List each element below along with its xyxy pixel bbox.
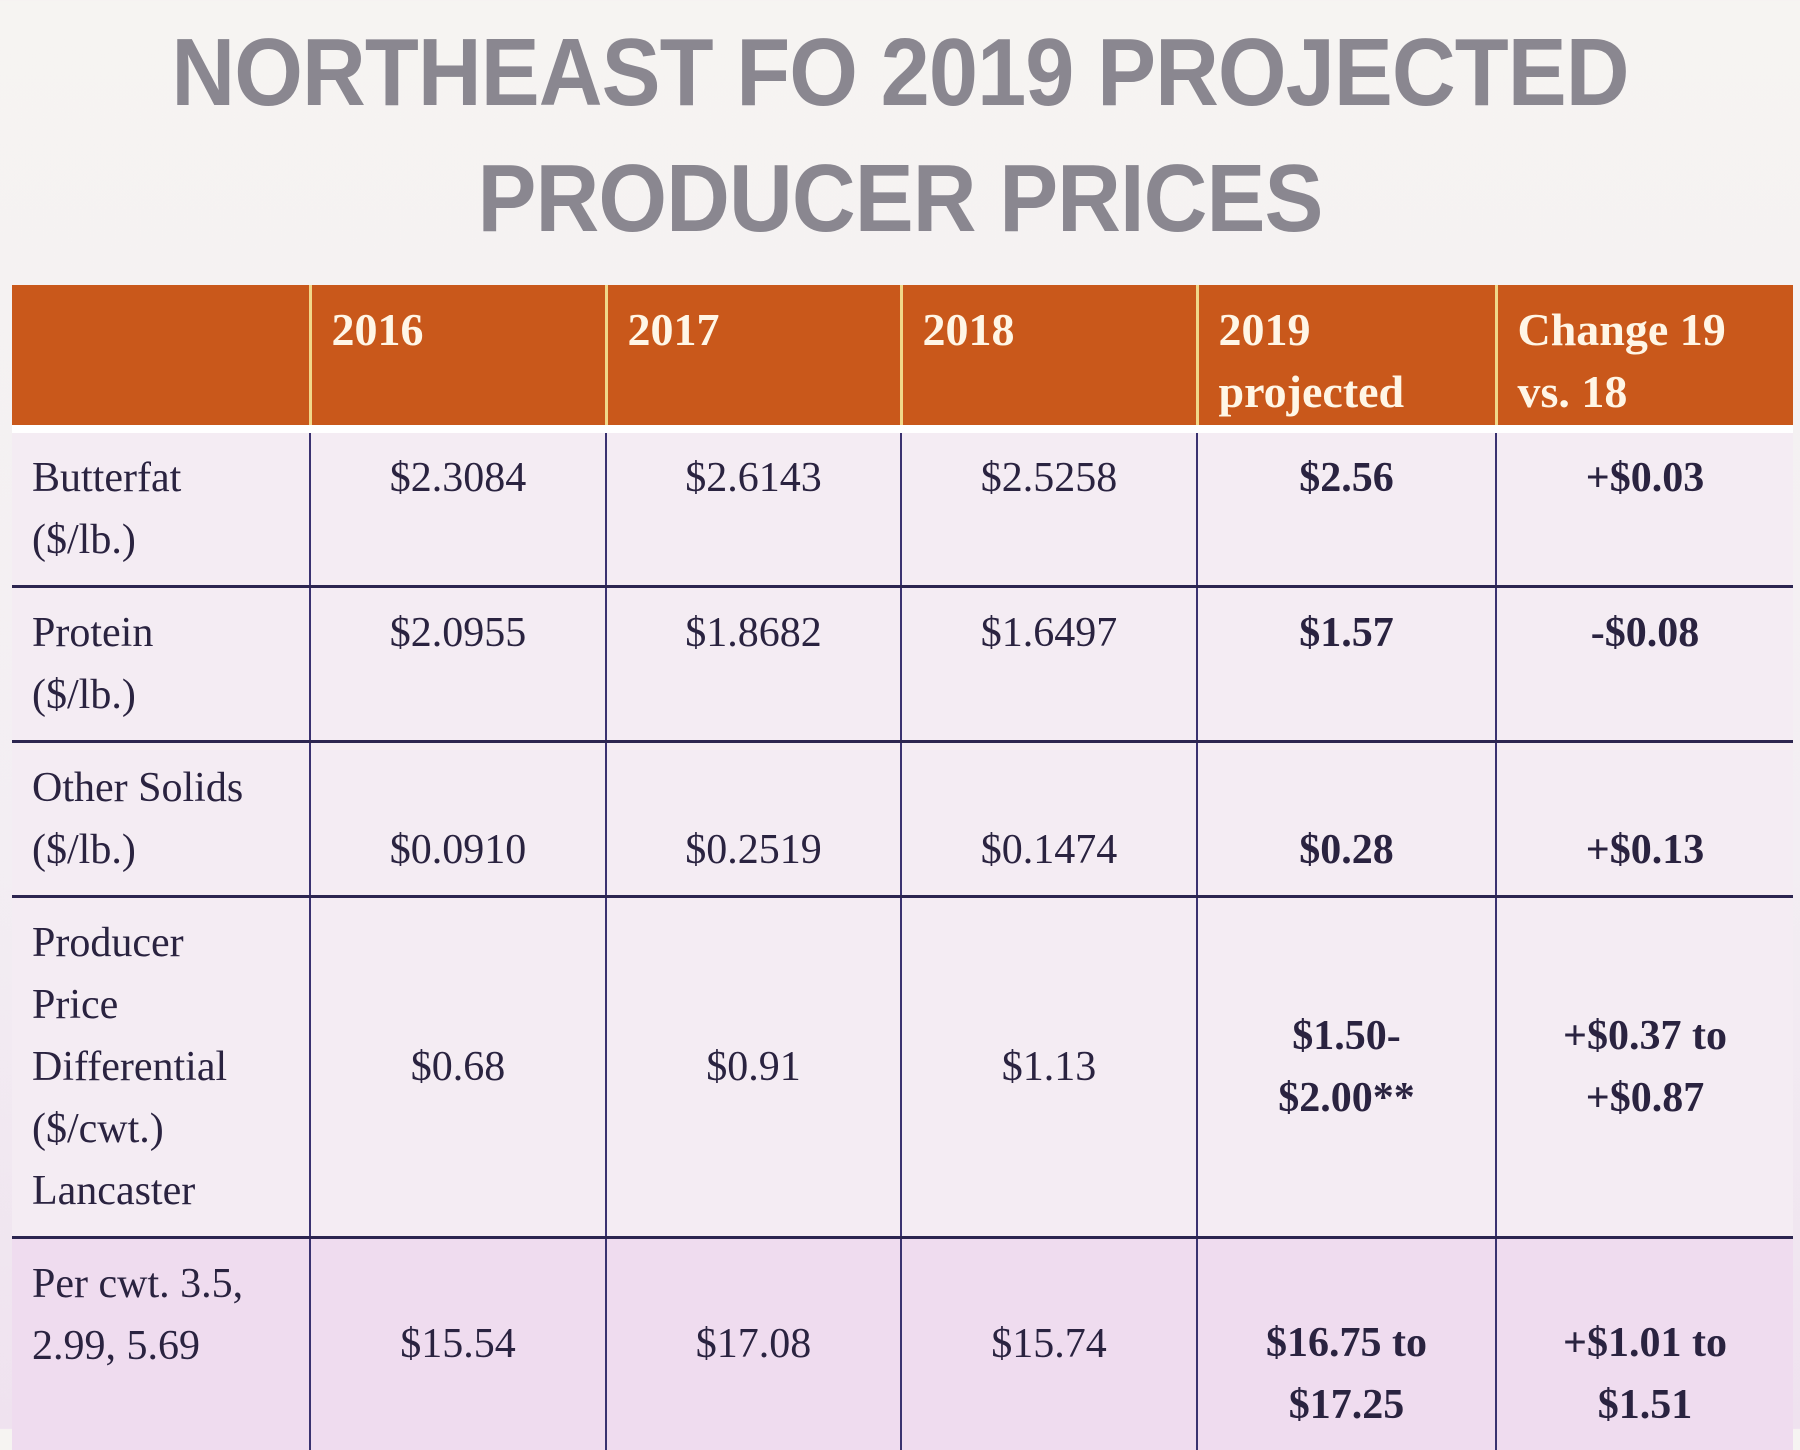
table-row: Per cwt. 3.5, 2.99, 5.69 $15.54 $17.08 $15.7… — [12, 1236, 1793, 1450]
label-line: Differential — [32, 1044, 228, 1090]
row-label: Protein ($/lb.) — [12, 585, 310, 742]
cell-y2019: $1.57 — [1196, 585, 1496, 742]
header-2018: 2018 — [899, 285, 1197, 429]
row-label: Producer Price Differential ($/cwt.) Lancast… — [12, 895, 310, 1238]
header-2019-projected: 2019 projected — [1195, 285, 1496, 429]
cell-text: $1.51 — [1597, 1381, 1693, 1428]
header-2017: 2017 — [604, 285, 901, 429]
cell-y2017: $0.2519 — [605, 740, 901, 897]
cell-text: +$0.87 — [1585, 1075, 1705, 1121]
cell-text: $1.57 — [1299, 610, 1394, 656]
label-line: ($/cwt.) — [32, 1106, 164, 1152]
row-label: Butterfat ($/lb.) — [12, 425, 310, 587]
label-line: Per cwt. 3.5, — [32, 1261, 244, 1307]
label-line: 2.99, 5.69 — [32, 1323, 200, 1369]
cell-text: $2.56 — [1299, 455, 1394, 501]
label-line: Other Solids — [32, 765, 244, 811]
header-change: Change 19 vs. 18 — [1494, 285, 1793, 429]
cell-text: +$0.37 to — [1563, 1013, 1727, 1059]
header-text: Change 19 — [1517, 304, 1726, 355]
label-line: ($/lb.) — [32, 517, 136, 563]
cell-text: $16.75 to — [1266, 1319, 1427, 1366]
cell-y2019: $1.50- $2.00** — [1196, 895, 1496, 1238]
cell-y2017: $2.6143 — [605, 425, 901, 587]
cell-change: -$0.08 — [1495, 585, 1793, 742]
header-text: vs. 18 — [1517, 366, 1628, 417]
table-row: Producer Price Differential ($/cwt.) Lancast… — [12, 895, 1793, 1238]
table-header-row: 2016 2017 2018 2019 projected Change 19 vs… — [12, 285, 1793, 429]
table-row: Protein ($/lb.) $2.0955 $1.8682 $1.6497 $1.57… — [12, 585, 1793, 742]
label-line: Producer — [32, 920, 184, 966]
cell-y2016: $15.54 — [309, 1236, 606, 1450]
label-line: Protein — [32, 610, 154, 656]
cell-text: $2.00** — [1278, 1075, 1415, 1121]
cell-text: $17.25 — [1288, 1381, 1405, 1428]
cell-change: +$1.01 to $1.51 — [1495, 1236, 1793, 1450]
cell-text: -$0.08 — [1590, 610, 1700, 656]
label-line: ($/lb.) — [32, 672, 136, 718]
cell-y2017: $17.08 — [605, 1236, 901, 1450]
header-2016: 2016 — [308, 285, 606, 429]
label-line: Butterfat — [32, 455, 182, 501]
row-label: Per cwt. 3.5, 2.99, 5.69 — [12, 1236, 310, 1450]
label-line: ($/lb.) — [32, 827, 136, 873]
slide-title-line-1: NORTHEAST FO 2019 PROJECTED — [171, 19, 1629, 126]
cell-y2018: $2.5258 — [900, 425, 1197, 587]
cell-y2018: $15.74 — [900, 1236, 1197, 1450]
cell-y2019: $0.28 — [1196, 740, 1496, 897]
cell-y2019: $16.75 to $17.25 — [1196, 1236, 1496, 1450]
cell-y2016: $0.0910 — [309, 740, 606, 897]
cell-text: +$0.03 — [1585, 455, 1705, 501]
cell-y2018: $1.13 — [900, 895, 1197, 1238]
cell-y2016: $2.3084 — [309, 425, 606, 587]
cell-y2016: $0.68 — [309, 895, 606, 1238]
row-label: Other Solids ($/lb.) — [12, 740, 310, 897]
cell-text: $1.50- — [1292, 1013, 1401, 1059]
table-row: Butterfat ($/lb.) $2.3084 $2.6143 $2.5258 $2.… — [12, 425, 1793, 587]
header-text: 2019 — [1218, 304, 1311, 355]
cell-y2019: $2.56 — [1196, 425, 1496, 587]
cell-y2017: $1.8682 — [605, 585, 901, 742]
cell-y2018: $1.6497 — [900, 585, 1197, 742]
cell-change: +$0.13 — [1495, 740, 1793, 897]
cell-change: +$0.37 to +$0.87 — [1495, 895, 1793, 1238]
producer-prices-table: 2016 2017 2018 2019 projected Change 19 vs… — [12, 285, 1793, 1450]
cell-text: +$0.13 — [1585, 827, 1705, 873]
cell-text: $0.28 — [1299, 827, 1394, 873]
label-line: Price — [32, 982, 119, 1028]
cell-y2018: $0.1474 — [900, 740, 1197, 897]
header-blank — [12, 285, 310, 429]
label-line: Lancaster — [32, 1168, 196, 1214]
cell-text: +$1.01 to — [1563, 1319, 1727, 1366]
cell-y2017: $0.91 — [605, 895, 901, 1238]
slide-title-line-2: PRODUCER PRICES — [477, 145, 1324, 252]
table-row: Other Solids ($/lb.) $0.0910 $0.2519 $0.1474… — [12, 740, 1793, 897]
cell-change: +$0.03 — [1495, 425, 1793, 587]
header-text: projected — [1218, 366, 1405, 417]
cell-y2016: $2.0955 — [309, 585, 606, 742]
